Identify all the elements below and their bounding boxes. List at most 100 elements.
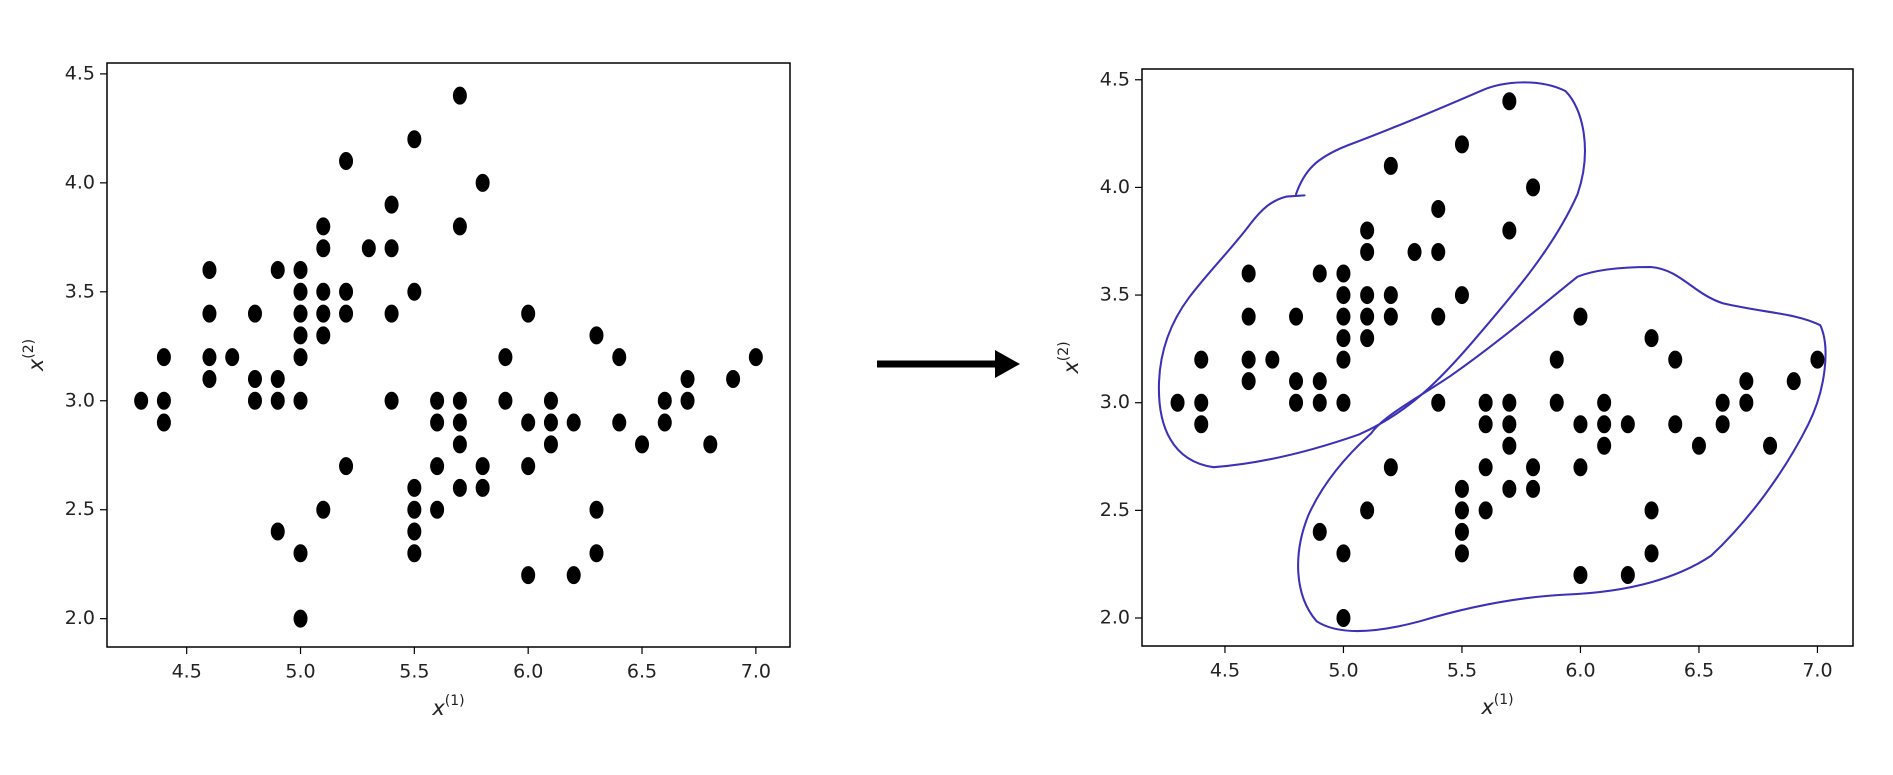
point [293, 261, 308, 280]
y-axis-label-base: x [1059, 361, 1083, 375]
point [657, 413, 672, 432]
point [1289, 372, 1304, 391]
point [247, 304, 262, 323]
point [703, 435, 718, 454]
point [1691, 436, 1706, 455]
point [156, 413, 171, 432]
point [270, 391, 285, 410]
point [1241, 372, 1256, 391]
point [293, 609, 308, 628]
point [316, 282, 331, 301]
point [657, 391, 672, 410]
point [384, 391, 399, 410]
x-tick-label: 5.5 [1447, 660, 1477, 682]
point [1241, 264, 1256, 283]
point [1597, 393, 1612, 412]
y-axis-label-sup: (2) [1056, 341, 1072, 361]
point [1597, 436, 1612, 455]
point [1336, 264, 1351, 283]
point [1739, 393, 1754, 412]
y-tick-label: 4.0 [1100, 176, 1130, 198]
point [475, 457, 490, 476]
point [1336, 350, 1351, 369]
y-axis-label: x(2) [21, 339, 48, 372]
x-axis-label-base: x [1480, 695, 1494, 719]
x-axis-label: x(1) [431, 693, 464, 720]
point [1526, 479, 1541, 498]
point [1715, 415, 1730, 434]
point [1786, 372, 1801, 391]
point [1502, 92, 1517, 111]
point [1431, 243, 1446, 262]
point [1194, 415, 1209, 434]
point [748, 348, 763, 367]
point [521, 413, 536, 432]
point [316, 326, 331, 345]
point [680, 369, 695, 388]
cluster-outline [1297, 265, 1827, 633]
point [339, 304, 354, 323]
point [270, 369, 285, 388]
point [589, 326, 604, 345]
point [1715, 393, 1730, 412]
point [247, 369, 262, 388]
point [1502, 415, 1517, 434]
point [1502, 436, 1517, 455]
point [430, 413, 445, 432]
point [1360, 286, 1375, 305]
point [1668, 350, 1683, 369]
point [202, 348, 217, 367]
point [1810, 350, 1825, 369]
x-tick-label: 7.0 [1802, 660, 1832, 682]
point [407, 478, 422, 497]
point [1644, 501, 1659, 520]
point [270, 261, 285, 280]
point [1360, 307, 1375, 326]
point [1620, 415, 1635, 434]
point [1597, 415, 1612, 434]
point [293, 544, 308, 563]
plot-frame [106, 62, 791, 648]
arrow-head [995, 350, 1020, 378]
point [1478, 458, 1493, 477]
point [1289, 307, 1304, 326]
point [1573, 415, 1588, 434]
point [1241, 350, 1256, 369]
point [452, 217, 467, 236]
point [1336, 393, 1351, 412]
point [1454, 286, 1469, 305]
point [156, 391, 171, 410]
point [407, 522, 422, 541]
point [430, 457, 445, 476]
point [1763, 436, 1778, 455]
x-axis-label-base: x [431, 696, 445, 720]
point [452, 413, 467, 432]
point [407, 130, 422, 149]
point [293, 282, 308, 301]
point [543, 391, 558, 410]
x-tick-label: 5.0 [285, 661, 315, 683]
point [1336, 329, 1351, 348]
point [225, 348, 240, 367]
point [361, 239, 376, 258]
y-tick-label: 2.5 [65, 498, 95, 520]
point [680, 391, 695, 410]
x-tick-label: 4.5 [1210, 660, 1240, 682]
point [452, 478, 467, 497]
point [521, 304, 536, 323]
point [498, 348, 513, 367]
point [1644, 544, 1659, 563]
y-axis-label: x(2) [1056, 341, 1083, 374]
point [612, 348, 627, 367]
x-tick-label: 5.0 [1328, 660, 1358, 682]
x-tick-label: 6.5 [1684, 660, 1714, 682]
point [1454, 544, 1469, 563]
point [589, 544, 604, 563]
y-tick-label: 2.5 [1100, 499, 1130, 521]
x-tick-label: 5.5 [399, 661, 429, 683]
point [1383, 307, 1398, 326]
point [452, 391, 467, 410]
point [430, 500, 445, 519]
point [156, 348, 171, 367]
point [1383, 156, 1398, 175]
